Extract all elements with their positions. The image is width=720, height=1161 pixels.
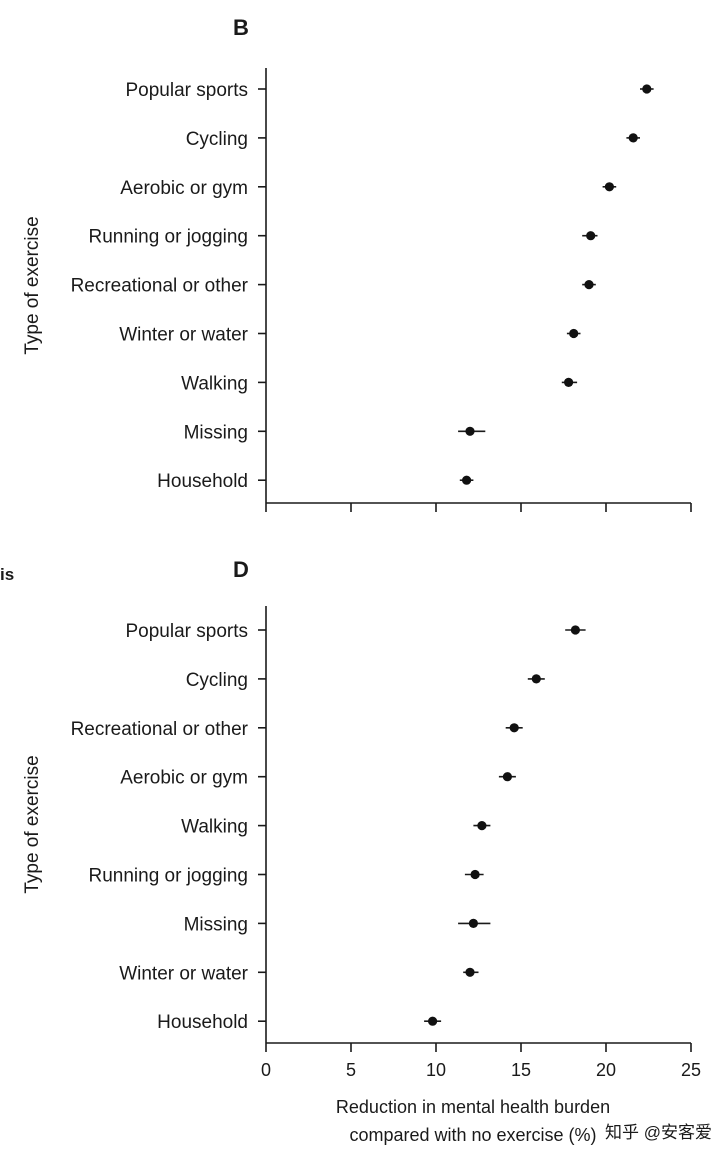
category-label: Household — [157, 471, 248, 492]
y-axis-title: Type of exercise — [22, 755, 43, 893]
x-axis-title-line: Reduction in mental health burden — [336, 1097, 610, 1117]
data-point — [584, 280, 594, 290]
category-label: Aerobic or gym — [120, 178, 248, 199]
data-point — [570, 625, 581, 635]
category-label: Recreational or other — [71, 719, 249, 740]
watermark-text: 知乎 @安客爱 — [605, 1123, 712, 1142]
data-point — [642, 84, 652, 94]
category-label: Missing — [184, 422, 248, 443]
data-point — [564, 377, 574, 387]
y-axis-title: Type of exercise — [22, 216, 43, 354]
data-point — [477, 821, 487, 831]
data-point — [468, 918, 478, 929]
category-label: Aerobic or gym — [120, 768, 248, 789]
data-point — [502, 772, 512, 782]
x-tick-label: 5 — [346, 1060, 356, 1080]
x-tick-label: 20 — [596, 1060, 616, 1080]
data-point — [531, 674, 541, 684]
data-point — [465, 967, 475, 977]
category-label: Household — [157, 1012, 248, 1033]
data-point — [569, 328, 579, 339]
category-label: Missing — [184, 914, 248, 935]
category-label: Running or jogging — [88, 227, 248, 248]
category-label: Popular sports — [125, 80, 248, 101]
data-point — [428, 1016, 438, 1026]
panel-b: B Popular sports Cycling Aerobic or gym Runn… — [22, 15, 692, 512]
data-point — [465, 426, 475, 436]
panel-label: D — [233, 557, 249, 582]
category-label: Winter or water — [119, 963, 248, 984]
category-label: Running or jogging — [88, 866, 248, 887]
data-point — [628, 133, 638, 143]
data-point — [604, 182, 615, 192]
panel-d: D 0 5 10 15 20 25 Popular sports Cycling Recreati… — [22, 557, 701, 1145]
data-point — [470, 869, 480, 880]
x-tick-label: 15 — [511, 1060, 531, 1080]
x-tick-label: 25 — [681, 1060, 701, 1080]
category-label: Winter or water — [119, 325, 248, 346]
category-label: Cycling — [186, 670, 248, 691]
category-label: Popular sports — [125, 621, 248, 642]
category-label: Walking — [181, 373, 248, 394]
panel-label: B — [233, 15, 249, 40]
x-tick-label: 10 — [426, 1060, 446, 1080]
x-axis-title-line: compared with no exercise (%) — [349, 1125, 596, 1145]
category-label: Cycling — [186, 129, 248, 150]
cropped-panel-fragment-label: is — [0, 565, 14, 584]
category-label: Walking — [181, 817, 248, 838]
data-point — [586, 231, 596, 241]
data-point — [462, 475, 472, 485]
x-tick-label: 0 — [261, 1060, 271, 1080]
data-point — [509, 723, 519, 733]
category-label: Recreational or other — [71, 276, 249, 297]
